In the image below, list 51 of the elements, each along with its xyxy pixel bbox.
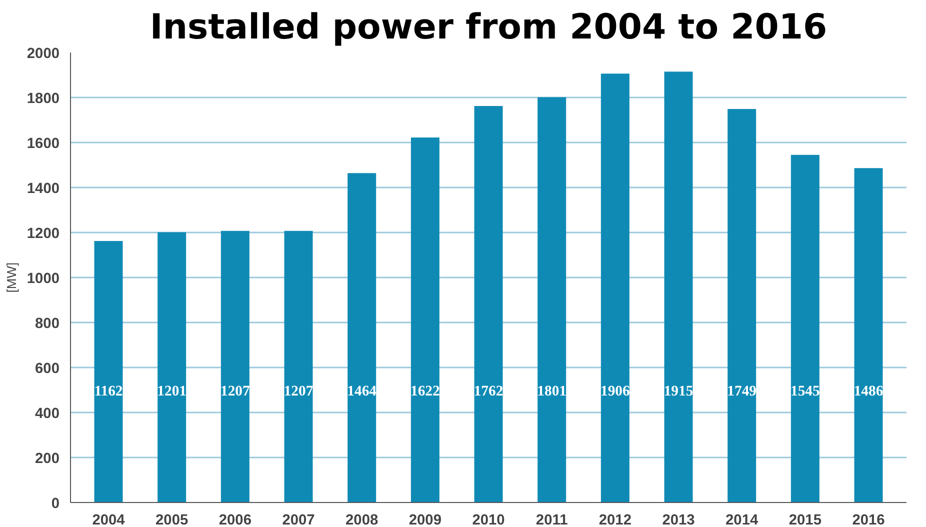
- bar: [790, 154, 820, 502]
- data-label: 1207: [284, 384, 314, 400]
- data-label: 1906: [600, 384, 630, 400]
- data-label: 1545: [790, 384, 820, 400]
- x-tick-label: 2012: [598, 512, 632, 527]
- x-tick-label: 2011: [536, 512, 568, 527]
- x-tick-label: 2006: [218, 512, 252, 527]
- bar: [474, 106, 503, 502]
- x-tick-label: 2007: [282, 512, 315, 527]
- bar: [348, 173, 376, 502]
- y-tick-label: 1400: [26, 181, 60, 197]
- data-label: 1749: [727, 384, 756, 400]
- x-tick-label: 2004: [92, 512, 126, 527]
- y-axis-title: [MW]: [4, 262, 19, 293]
- bar: [220, 230, 250, 502]
- bar: [600, 74, 630, 502]
- data-label: 1201: [157, 384, 186, 400]
- y-tick-label: 400: [35, 406, 60, 422]
- bar: [94, 241, 123, 502]
- bar: [158, 232, 186, 502]
- y-tick-label: 2000: [26, 46, 60, 62]
- x-tick-label: 2013: [662, 512, 695, 527]
- chart-title: Installed power from 2004 to 2016: [150, 8, 828, 48]
- y-tick-label: 600: [35, 361, 60, 377]
- x-tick-label: 2005: [156, 512, 188, 527]
- data-label: 1801: [537, 384, 566, 400]
- data-label: 1762: [474, 384, 504, 400]
- x-tick-label: 2014: [726, 512, 759, 527]
- x-tick-label: 2009: [408, 512, 442, 527]
- data-label: 1207: [220, 384, 250, 400]
- y-tick-label: 800: [35, 316, 60, 332]
- bar: [854, 168, 883, 502]
- data-label: 1622: [410, 384, 440, 400]
- x-tick-label: 2015: [788, 512, 822, 527]
- y-tick-label: 0: [51, 496, 60, 512]
- data-label: 1915: [664, 384, 694, 400]
- y-tick-label: 1200: [26, 226, 60, 242]
- bar: [538, 97, 566, 502]
- bar: [728, 108, 756, 502]
- bar: [664, 72, 693, 502]
- x-tick-label: 2008: [346, 512, 378, 527]
- bar: [284, 230, 313, 502]
- bar: [410, 138, 440, 502]
- y-tick-label: 1800: [26, 91, 60, 107]
- data-label: 1162: [94, 384, 123, 400]
- x-tick-label: 2010: [472, 512, 505, 527]
- y-tick-label: 1000: [26, 271, 60, 287]
- y-tick-label: 200: [35, 451, 60, 467]
- x-tick-label: 2016: [852, 512, 885, 527]
- data-label: 1486: [854, 384, 884, 400]
- y-tick-label: 1600: [26, 136, 60, 152]
